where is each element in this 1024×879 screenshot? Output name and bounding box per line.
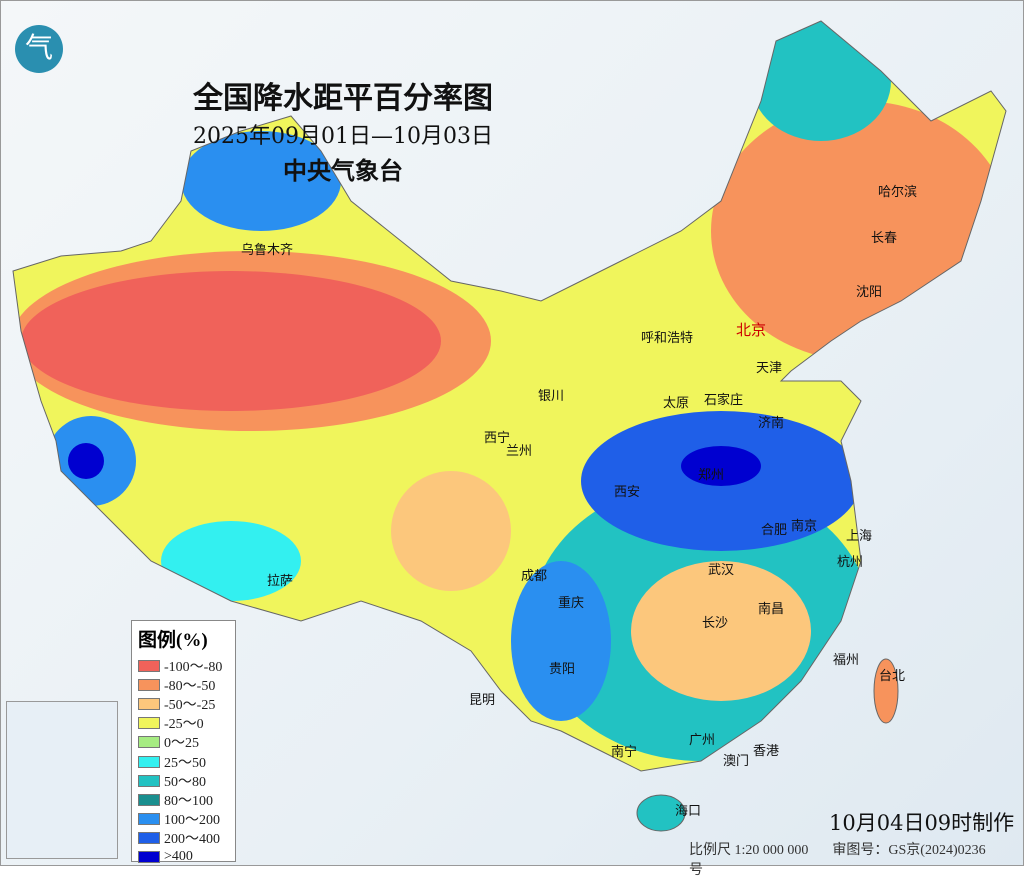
city-label: 澳门	[723, 754, 750, 769]
legend-item: -25～0	[138, 714, 229, 733]
city-label: 沈阳	[856, 285, 883, 300]
legend-swatch	[138, 736, 160, 749]
city-label: 香港	[753, 744, 780, 759]
city-label: 北京	[736, 321, 767, 339]
legend-item: 50～80	[138, 771, 229, 790]
legend-swatch	[138, 697, 160, 710]
city-label: 呼和浩特	[641, 331, 694, 346]
legend-item: 100～200	[138, 810, 229, 829]
legend-label: 25～50	[164, 755, 206, 771]
agency: 中央气象台	[283, 156, 403, 185]
scale: 比例尺 1:20 000 000	[689, 843, 809, 858]
legend-label: 100～200	[164, 813, 220, 829]
legend-label: 50～80	[164, 774, 206, 790]
legend-swatch	[138, 832, 160, 845]
legend-label: 80～100	[164, 793, 213, 809]
city-label: 乌鲁木齐	[241, 243, 294, 258]
legend-swatch	[138, 659, 160, 672]
city-label: 昆明	[469, 693, 496, 708]
legend-title: 图例(%)	[138, 630, 208, 651]
city-label: 福州	[833, 653, 860, 668]
city-label: 上海	[846, 529, 873, 544]
city-label: 郑州	[698, 468, 725, 483]
cma-logo-icon: 气	[15, 25, 63, 73]
city-label: 银川	[538, 389, 565, 404]
legend-label: -50～-25	[164, 697, 216, 713]
city-label: 成都	[521, 569, 548, 584]
city-label: 西宁	[484, 431, 511, 446]
city-label: 武汉	[708, 563, 735, 578]
city-label: 长沙	[702, 616, 729, 631]
legend-item: 200～400	[138, 829, 229, 848]
legend-swatch	[138, 813, 160, 826]
legend-swatch	[138, 774, 160, 787]
city-label: 南昌	[758, 602, 785, 617]
legend-swatch	[138, 678, 160, 691]
legend-item: >400	[138, 848, 229, 867]
legend-item: -50～-25	[138, 694, 229, 713]
city-label: 海口	[675, 804, 702, 819]
city-label: 拉萨	[267, 574, 294, 589]
city-label: 石家庄	[704, 393, 744, 408]
city-label: 长春	[871, 231, 898, 246]
city-label: 广州	[689, 733, 716, 748]
legend-item: -80～-50	[138, 675, 229, 694]
city-label: 天津	[756, 361, 783, 376]
legend-label: -25～0	[164, 717, 204, 733]
city-label: 南京	[791, 519, 818, 534]
legend: 图例(%) -100～-80 -80～-50 -50～-25 -25～0 0～25 25～5…	[131, 620, 236, 864]
legend-label: 200～400	[164, 832, 220, 848]
city-label: 南宁	[611, 745, 638, 760]
legend-label: -80～-50	[164, 678, 216, 694]
taiwan-island	[873, 658, 899, 724]
legend-item: 25～50	[138, 752, 229, 771]
city-label: 兰州	[506, 444, 533, 459]
legend-label: -100～-80	[164, 659, 223, 675]
date-range: 2025年09月01日—10月03日	[193, 124, 493, 149]
legend-swatch	[138, 755, 160, 768]
city-label: 杭州	[837, 555, 864, 570]
city-label: 台北	[879, 669, 906, 684]
city-label: 济南	[758, 416, 785, 431]
south-china-sea-inset	[6, 701, 118, 859]
city-label: 合肥	[761, 523, 788, 538]
made-time: 10月04日09时制作	[829, 811, 1015, 835]
city-label: 太原	[663, 396, 690, 411]
legend-swatch	[138, 851, 160, 864]
city-label: 重庆	[558, 596, 585, 611]
legend-swatch	[138, 793, 160, 806]
hainan-island	[636, 794, 686, 832]
city-label: 贵阳	[549, 662, 576, 677]
legend-swatch	[138, 717, 160, 730]
city-label: 哈尔滨	[878, 185, 918, 200]
legend-item: -100～-80	[138, 656, 229, 675]
legend-label: >400	[164, 849, 193, 865]
legend-label: 0～25	[164, 736, 199, 752]
legend-item: 0～25	[138, 733, 229, 752]
legend-item: 80～100	[138, 790, 229, 809]
city-label: 西安	[614, 485, 641, 500]
map-title: 全国降水距平百分率图	[193, 81, 493, 116]
